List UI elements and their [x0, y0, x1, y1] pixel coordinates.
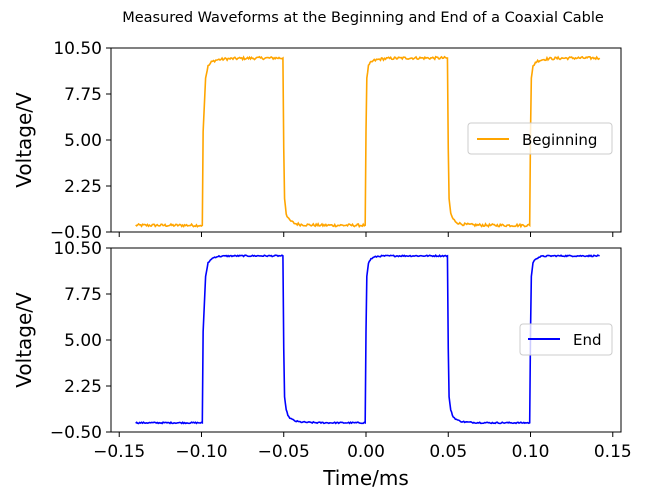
- y-tick-label: −0.50: [50, 223, 102, 243]
- bottom-legend-label: End: [573, 331, 602, 349]
- y-tick-label: 2.25: [64, 377, 102, 397]
- y-tick-label: 5.00: [64, 331, 102, 351]
- chart-title: Measured Waveforms at the Beginning and …: [122, 10, 604, 26]
- y-tick-label: 7.75: [64, 85, 102, 105]
- top-legend-label: Beginning: [522, 131, 597, 149]
- top-legend: Beginning: [467, 122, 613, 155]
- bottom-y-axis-label: Voltage/V: [12, 292, 36, 388]
- x-axis-label: Time/ms: [322, 466, 409, 490]
- x-tick-label: 0.05: [429, 442, 467, 462]
- bottom-legend-box: [519, 323, 613, 356]
- bottom-legend: End: [519, 323, 613, 356]
- bottom-y-ticks: −0.50 2.25 5.00 7.75 10.50: [50, 239, 111, 443]
- bottom-x-ticks: −0.15 −0.10 −0.05 0.00 0.05 0.10 0.15: [93, 432, 632, 462]
- x-tick-label: −0.10: [175, 442, 227, 462]
- top-y-ticks: −0.50 2.25 5.00 7.75 10.50: [50, 39, 111, 243]
- series-line-beginning: [135, 55, 601, 229]
- x-tick-label: −0.05: [258, 442, 310, 462]
- y-tick-label: 10.50: [53, 39, 102, 59]
- y-tick-label: 7.75: [64, 285, 102, 305]
- top-panel: Voltage/V −0.50 2.25 5.00 7.75 10.50 Beginni…: [12, 39, 622, 243]
- y-tick-label: 2.25: [64, 177, 102, 197]
- x-tick-label: 0.00: [347, 442, 385, 462]
- x-tick-label: 0.15: [594, 442, 632, 462]
- y-tick-label: 10.50: [53, 239, 102, 259]
- y-tick-label: −0.50: [50, 423, 102, 443]
- x-tick-label: −0.15: [93, 442, 145, 462]
- top-y-axis-label: Voltage/V: [12, 92, 36, 188]
- series-line-end: [135, 254, 600, 425]
- top-x-ticks: [118, 232, 614, 237]
- y-tick-label: 5.00: [64, 131, 102, 151]
- x-tick-label: 0.10: [512, 442, 550, 462]
- top-legend-box: [467, 122, 613, 155]
